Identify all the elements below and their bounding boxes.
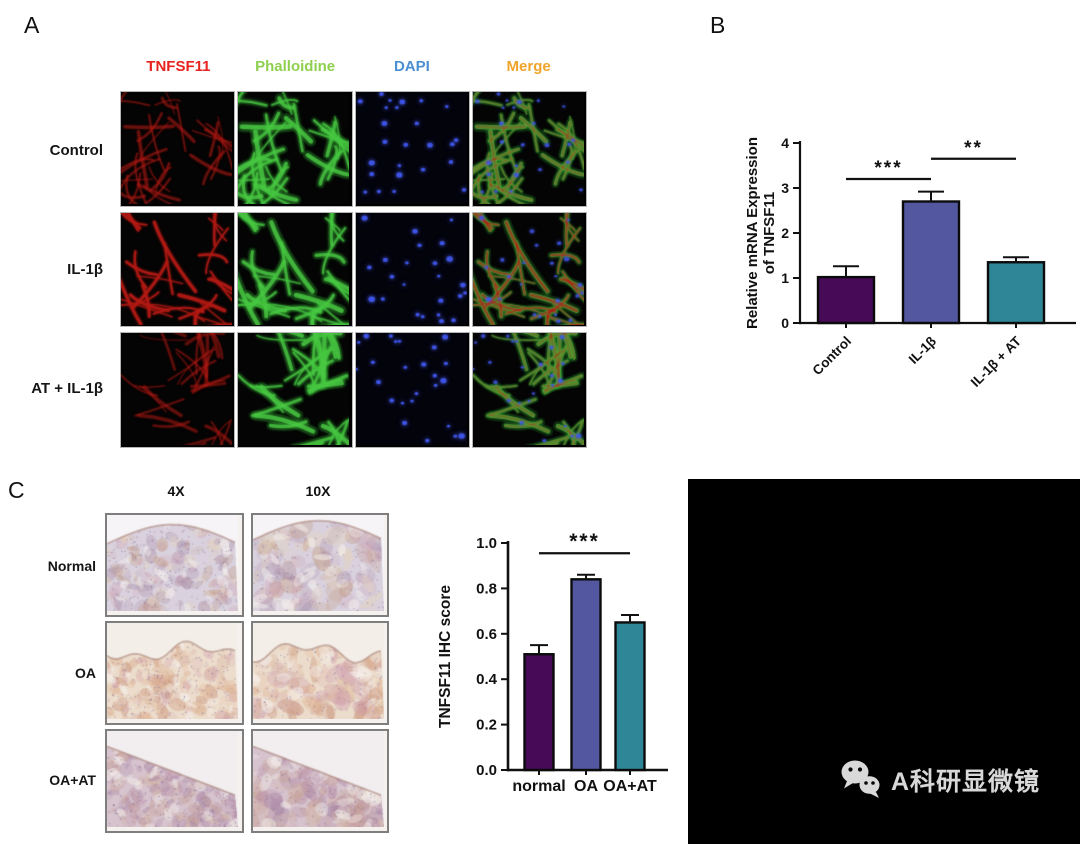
ihc-canvas [252, 731, 384, 827]
row-label-normal: Normal [47, 558, 96, 575]
ihc-image-normal-10x [250, 513, 389, 617]
ihc-image-oa-10x [250, 621, 389, 725]
ihc-image-normal-4x [105, 513, 244, 617]
y-tick-label: 0 [781, 315, 789, 331]
fluorescence-image-at-il-1b-merge [471, 332, 587, 448]
bar [901, 200, 961, 325]
panel-c-label: C [8, 477, 25, 503]
fluorescence-image-at-il-1b-phalloidine [237, 332, 353, 448]
panel-a-image-grid [120, 91, 587, 448]
ihc-image-oa-at-4x [105, 729, 244, 833]
y-tick-label: 0.6 [476, 626, 497, 643]
ihc-canvas [107, 515, 238, 611]
fluorescence-image-il-1b-tnfsf11 [120, 211, 236, 328]
x-tick-label: OA+AT [603, 778, 657, 795]
ihc-canvas [107, 623, 238, 719]
fluorescence-canvas [472, 212, 584, 325]
panel-c-magnification-headers: 4X 10X [105, 483, 389, 499]
y-tick-label: 1 [781, 270, 789, 286]
fluorescence-image-at-il-1b-tnfsf11 [120, 332, 236, 448]
fluorescence-canvas [355, 212, 467, 325]
bar [816, 275, 876, 325]
row-label-at-il1b: AT + IL-1β [31, 380, 103, 397]
bar [614, 621, 646, 772]
ihc-canvas [252, 515, 384, 611]
row-label-il1b: IL-1β [67, 261, 103, 278]
fluorescence-canvas [472, 92, 584, 204]
fluorescence-canvas [355, 333, 467, 446]
significance-stars: *** [569, 530, 600, 553]
significance-stars: ** [964, 138, 983, 159]
channel-label-dapi: DAPI [393, 58, 430, 75]
x-tick-label: IL-1β + AT [968, 333, 1025, 390]
bar [986, 261, 1046, 325]
fluorescence-image-control-tnfsf11 [120, 91, 236, 207]
watermark: A科研显微镜 [838, 757, 1040, 803]
fluorescence-image-at-il-1b-dapi [354, 332, 470, 448]
row-label-control: Control [49, 142, 103, 159]
fluorescence-canvas [355, 92, 467, 204]
fluorescence-canvas [238, 92, 350, 204]
bar [523, 653, 555, 772]
y-tick-label: 1.0 [476, 535, 497, 552]
ihc-image-oa-at-10x [250, 729, 389, 833]
bar-chart-ihc-score: 0.0 0.2 0.4 0.6 0.8 1.0 normal OA OA+AT *** TNFSF1… [437, 530, 668, 795]
fluorescence-canvas [121, 333, 232, 446]
panel-a-label: A [24, 12, 40, 38]
x-tick-label: Control [810, 334, 855, 379]
x-tick-label: OA [574, 778, 598, 795]
fluorescence-image-il-1b-phalloidine [237, 211, 353, 328]
panel-c-image-grid [105, 513, 389, 833]
x-tick-label: normal [512, 778, 565, 795]
fluorescence-image-control-merge [471, 91, 587, 207]
channel-label-tnfsf11: TNFSF11 [146, 58, 211, 75]
fluorescence-image-il-1b-merge [471, 211, 587, 328]
wechat-icon [841, 760, 880, 798]
fluorescence-canvas [238, 333, 350, 446]
censored-region: A科研显微镜 [688, 479, 1080, 844]
x-tick-label: IL-1β [906, 334, 939, 367]
fluorescence-canvas [121, 212, 232, 325]
panel-c-row-labels: Normal OA OA+AT [8, 513, 96, 833]
panel-a-channel-headers: TNFSF11 Phalloidine DAPI Merge [120, 58, 587, 75]
ihc-canvas [107, 731, 238, 827]
fluorescence-image-il-1b-dapi [354, 211, 470, 328]
ihc-image-oa-4x [105, 621, 244, 725]
channel-label-phalloidine: Phalloidine [255, 58, 336, 75]
y-tick-label: 0.0 [476, 762, 497, 779]
watermark-text: A科研显微镜 [891, 768, 1041, 796]
y-tick-label: 4 [781, 135, 789, 151]
y-tick-label: 0.4 [476, 671, 498, 688]
channel-label-merge: Merge [506, 58, 551, 75]
fluorescence-canvas [238, 212, 350, 325]
y-tick-label: 0.2 [476, 717, 497, 734]
fluorescence-canvas [472, 333, 584, 446]
magnification-10x: 10X [305, 483, 331, 499]
y-axis-label: Relative mRNA Expressionof TNFSF11 [744, 137, 778, 329]
y-axis-label: TNFSF11 IHC score [437, 585, 454, 728]
fluorescence-image-control-dapi [354, 91, 470, 207]
bar [570, 578, 602, 772]
y-tick-label: 3 [781, 180, 789, 196]
y-tick-label: 0.8 [476, 580, 497, 597]
panel-b-label: B [710, 12, 726, 38]
fluorescence-image-control-phalloidine [237, 91, 353, 207]
row-label-oa-at: OA+AT [49, 771, 96, 788]
fluorescence-canvas [121, 92, 232, 204]
y-tick-label: 2 [781, 225, 789, 241]
magnification-4x: 4X [167, 483, 185, 499]
ihc-canvas [252, 623, 384, 719]
significance-stars: *** [874, 158, 902, 179]
row-label-oa: OA [75, 665, 96, 681]
panel-a-row-labels: Control IL-1β AT + IL-1β [8, 91, 111, 448]
